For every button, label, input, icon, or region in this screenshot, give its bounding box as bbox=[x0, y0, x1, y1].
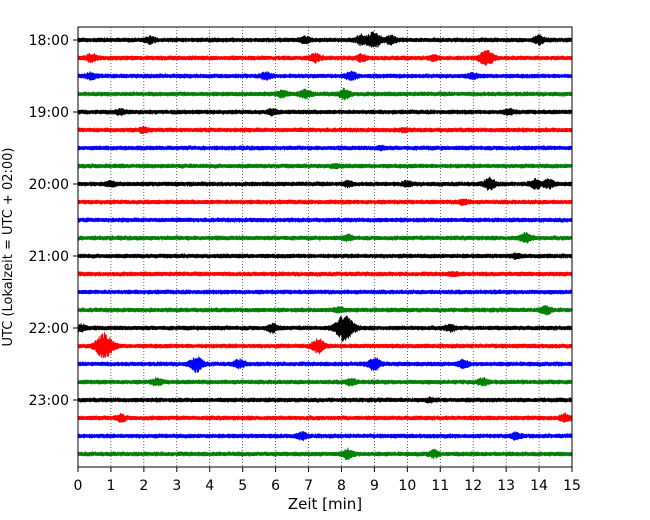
x-tick-label: 1 bbox=[106, 478, 115, 494]
trace-2045 bbox=[77, 231, 573, 244]
y-tick-label: 22:00 bbox=[29, 321, 69, 337]
trace-1845 bbox=[77, 87, 573, 101]
x-tick-label: 4 bbox=[205, 478, 214, 494]
x-tick-label: 11 bbox=[431, 478, 449, 494]
trace-1800 bbox=[77, 31, 573, 48]
trace-1815 bbox=[77, 50, 573, 67]
x-tick-label: 3 bbox=[172, 478, 181, 494]
y-tick-label: 21:00 bbox=[29, 249, 69, 265]
trace-2030 bbox=[77, 217, 573, 223]
trace-1945 bbox=[77, 162, 573, 170]
axes-frame bbox=[77, 26, 573, 468]
y-tick-label: 20:00 bbox=[29, 177, 69, 193]
trace-1900 bbox=[77, 107, 573, 117]
x-tick-label: 10 bbox=[398, 478, 416, 494]
x-axis-label: Zeit [min] bbox=[288, 495, 362, 513]
x-tick-label: 5 bbox=[238, 478, 247, 494]
trace-2215 bbox=[77, 332, 573, 358]
x-tick-label: 13 bbox=[497, 478, 515, 494]
y-axis-ticks: 18:00 19:00 20:00 21:00 22:00 23:00 bbox=[29, 33, 78, 409]
trace-2345 bbox=[77, 447, 573, 460]
x-tick-label: 8 bbox=[337, 478, 346, 494]
x-tick-label: 12 bbox=[464, 478, 482, 494]
vertical-grid bbox=[110, 27, 540, 467]
y-axis-label: UTC (Lokalzeit = UTC + 02:00) bbox=[1, 148, 16, 347]
x-tick-label: 15 bbox=[563, 478, 581, 494]
x-tick-label: 7 bbox=[304, 478, 313, 494]
trace-2115 bbox=[77, 270, 573, 278]
trace-1830 bbox=[77, 70, 573, 81]
x-tick-label: 6 bbox=[271, 478, 280, 494]
trace-2245 bbox=[77, 376, 573, 387]
y-tick-label: 19:00 bbox=[29, 105, 69, 121]
y-tick-label: 18:00 bbox=[29, 33, 69, 49]
seismic-traces bbox=[77, 31, 573, 460]
trace-2100 bbox=[77, 252, 573, 260]
x-tick-label: 0 bbox=[74, 478, 83, 494]
trace-2145 bbox=[77, 304, 573, 316]
trace-2300 bbox=[77, 396, 573, 404]
trace-1930 bbox=[77, 144, 573, 152]
x-tick-label: 9 bbox=[370, 478, 379, 494]
trace-2200 bbox=[77, 315, 573, 342]
x-axis-ticks: 0 1 2 3 4 5 6 7 8 9 10 11 12 13 14 15 bbox=[74, 467, 581, 494]
trace-2000 bbox=[77, 176, 573, 191]
trace-2330 bbox=[77, 431, 573, 442]
x-tick-label: 14 bbox=[530, 478, 548, 494]
trace-2015 bbox=[77, 198, 573, 207]
x-tick-label: 2 bbox=[139, 478, 148, 494]
trace-2130 bbox=[77, 289, 573, 295]
trace-2230 bbox=[77, 356, 573, 373]
y-tick-label: 23:00 bbox=[29, 393, 69, 409]
trace-2315 bbox=[77, 412, 573, 424]
trace-1915 bbox=[77, 125, 573, 135]
